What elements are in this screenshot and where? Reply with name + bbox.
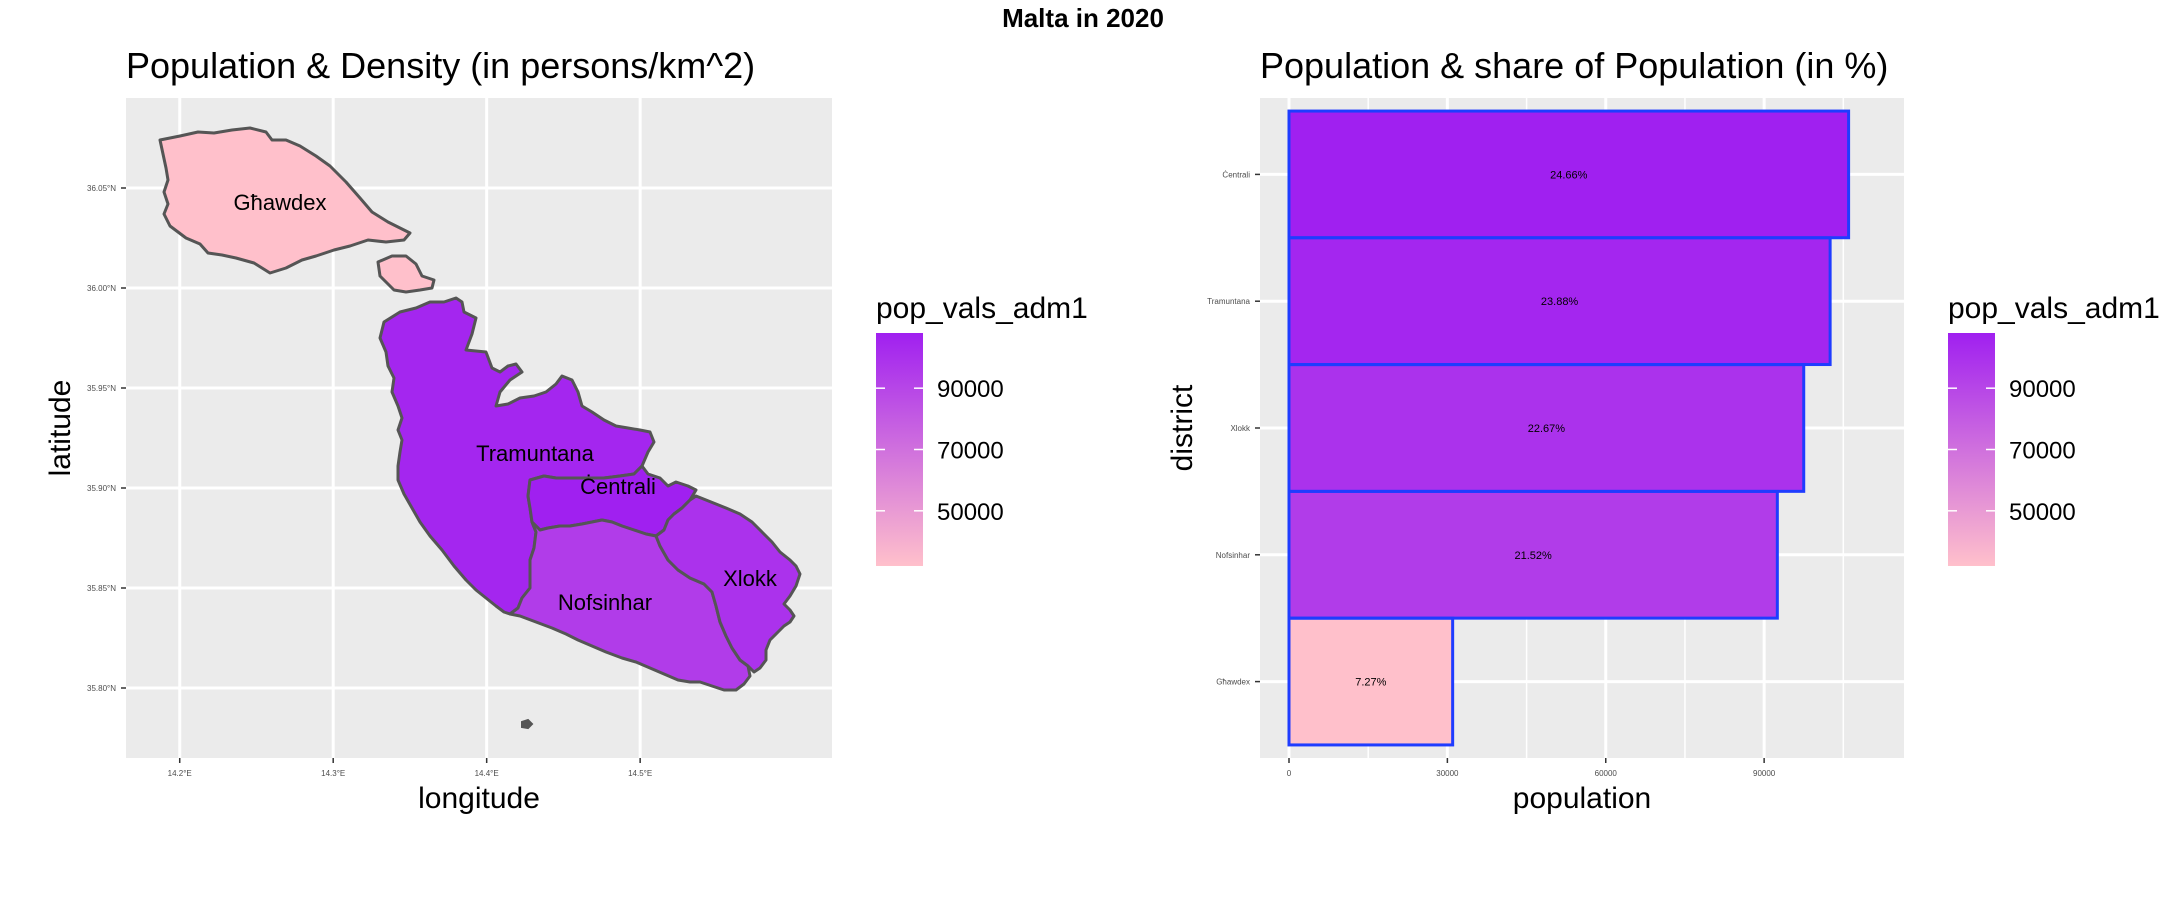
map-y-tick-label: 35.90°N (87, 484, 116, 493)
bar-x-axis-title: population (1513, 782, 1651, 815)
map-y-ticks: 35.80°N 35.85°N 35.90°N 35.95°N 36.00°N 36.05… (87, 184, 126, 693)
bar-legend-tick-label: 50000 (2009, 499, 2076, 526)
bar-y-ticks: Ċentrali Tramuntana Xlokk Nofsinhar Għawdex (1207, 170, 1260, 687)
bar-tramuntana (1287, 236, 1832, 367)
map-regions (158, 126, 802, 730)
map-legend-tick-label: 70000 (937, 438, 1004, 465)
bar-share-label: 24.66% (1550, 169, 1588, 181)
bar-y-axis-title: district (1166, 384, 1199, 471)
map-x-tick-label: 14.4°E (475, 769, 499, 778)
bar-ghawdex (1287, 616, 1455, 747)
map-x-ticks: 14.2°E 14.3°E 14.4°E 14.5°E (168, 758, 652, 778)
map-title: Population & Density (in persons/km^2) (126, 45, 755, 86)
bar-share-label: 22.67% (1528, 423, 1566, 435)
bar-share-label: 21.52% (1515, 550, 1553, 562)
bar-legend-tick-label: 70000 (2009, 438, 2076, 465)
region-label-centrali: Ċentrali (580, 474, 656, 499)
bar-legend-tick-label: 90000 (2009, 376, 2076, 403)
bar-nofsinhar (1287, 489, 1779, 620)
map-legend-tick-label: 90000 (937, 376, 1004, 403)
region-label-ghawdex: Għawdex (234, 190, 327, 215)
bar-legend: pop_vals_adm1 50000 70000 90000 (1948, 292, 2160, 566)
bar-x-tick-label: 0 (1287, 769, 1292, 778)
bar-x-tick-label: 30000 (1436, 769, 1459, 778)
map-panel: Population & Density (in persons/km^2) G… (44, 45, 832, 815)
region-label-nofsinhar: Nofsinhar (558, 590, 652, 615)
region-label-xlokk: Xlokk (723, 566, 778, 591)
figure-title: Malta in 2020 (1002, 3, 1164, 33)
bar-bars: 24.66% 23.88% 22.67% 21.52% 7.27% (1287, 109, 1851, 747)
bar-x-tick-label: 60000 (1595, 769, 1618, 778)
map-y-axis-title: latitude (44, 380, 77, 477)
map-y-tick-label: 35.85°N (87, 584, 116, 593)
map-y-tick-label: 35.80°N (87, 684, 116, 693)
bar-centrali (1287, 109, 1851, 240)
map-x-tick-label: 14.3°E (321, 769, 345, 778)
map-x-tick-label: 14.5°E (628, 769, 652, 778)
region-label-tramuntana: Tramuntana (476, 441, 595, 466)
bar-y-tick-label: Xlokk (1230, 424, 1251, 433)
region-ghawdex[interactable] (158, 126, 412, 275)
map-x-axis-title: longitude (418, 782, 540, 815)
region-comino (376, 254, 436, 294)
bar-x-ticks: 0 30000 60000 90000 (1287, 758, 1776, 778)
map-legend: pop_vals_adm1 50000 70000 90000 (876, 292, 1088, 566)
region-nofsinhar[interactable] (508, 518, 752, 692)
bar-y-tick-label: Għawdex (1216, 678, 1250, 687)
region-filfla (521, 718, 534, 730)
bar-x-tick-label: 90000 (1753, 769, 1776, 778)
map-legend-tick-label: 50000 (937, 499, 1004, 526)
bar-y-tick-label: Tramuntana (1207, 297, 1250, 306)
region-xlokk[interactable] (654, 494, 802, 674)
bar-y-tick-label: Nofsinhar (1216, 551, 1251, 560)
map-x-tick-label: 14.2°E (168, 769, 192, 778)
map-legend-title: pop_vals_adm1 (876, 292, 1088, 325)
bar-y-tick-label: Ċentrali (1222, 170, 1250, 179)
map-y-tick-label: 36.05°N (87, 184, 116, 193)
map-legend-ticks: 50000 70000 90000 (876, 376, 1004, 526)
bar-legend-title: pop_vals_adm1 (1948, 292, 2160, 325)
bar-title: Population & share of Population (in %) (1260, 45, 1888, 86)
bar-share-label: 23.88% (1541, 296, 1579, 308)
bar-legend-ticks: 50000 70000 90000 (1948, 376, 2076, 526)
map-y-tick-label: 36.00°N (87, 284, 116, 293)
map-labels: Għawdex Tramuntana Ċentrali Nofsinhar Xl… (234, 190, 778, 615)
bar-panel: Population & share of Population (in %) … (1166, 45, 1904, 815)
bar-share-label: 7.27% (1355, 677, 1386, 689)
map-y-tick-label: 35.95°N (87, 384, 116, 393)
